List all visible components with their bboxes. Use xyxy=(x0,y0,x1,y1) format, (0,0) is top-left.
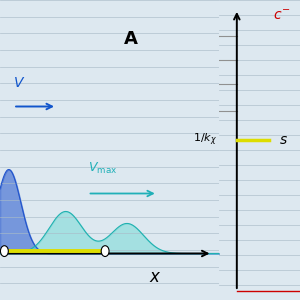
Circle shape xyxy=(101,246,109,256)
Circle shape xyxy=(182,72,203,150)
Text: $V$: $V$ xyxy=(13,76,26,90)
Text: $V_{\mathrm{max}}$: $V_{\mathrm{max}}$ xyxy=(88,160,117,175)
Text: $\mathbf{A}$: $\mathbf{A}$ xyxy=(124,30,139,48)
Text: $c^{-}$: $c^{-}$ xyxy=(273,9,290,23)
Text: $x$: $x$ xyxy=(149,269,161,286)
Circle shape xyxy=(182,45,203,123)
Text: $1/k_{\chi}$: $1/k_{\chi}$ xyxy=(193,131,217,148)
Circle shape xyxy=(182,0,203,75)
Circle shape xyxy=(0,246,8,256)
Text: $s$: $s$ xyxy=(279,133,288,146)
Circle shape xyxy=(182,21,203,99)
